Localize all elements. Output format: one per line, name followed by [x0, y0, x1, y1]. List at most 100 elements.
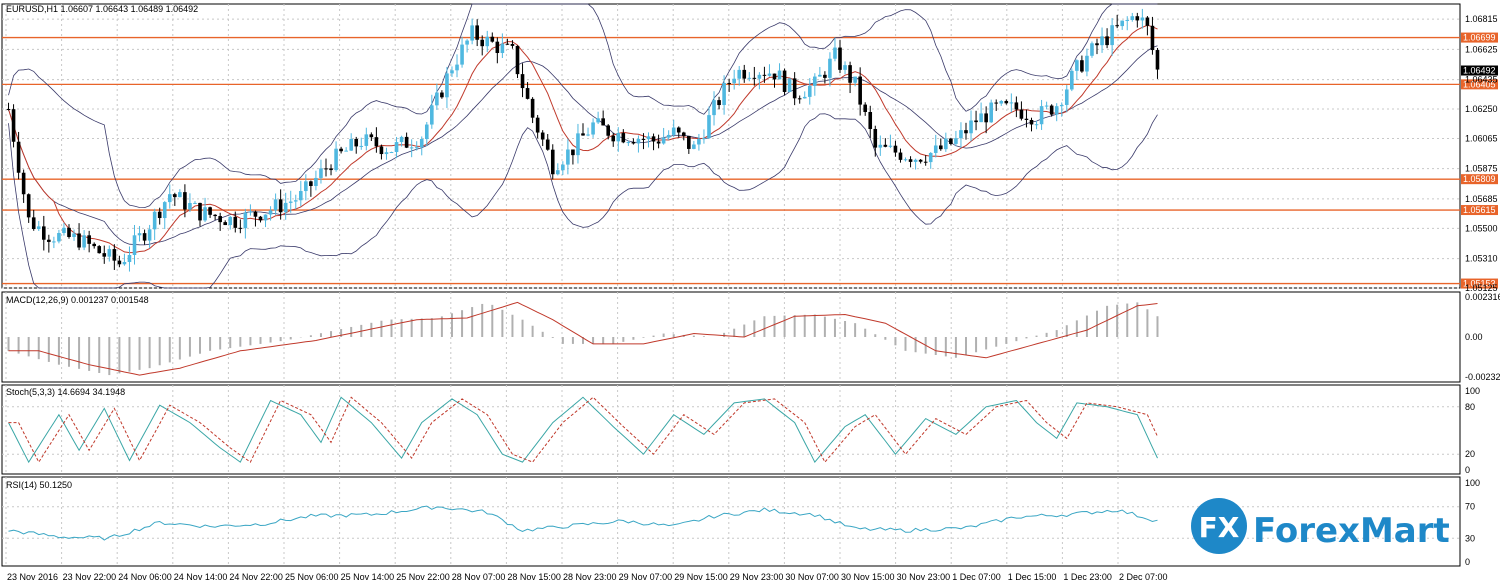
pane-frame: [1, 476, 1461, 567]
candle-body: [465, 40, 469, 45]
candle-body: [787, 78, 792, 92]
candle-body: [616, 133, 621, 142]
candle-body: [112, 249, 117, 261]
candle-body: [581, 133, 585, 136]
candle-body: [1095, 43, 1099, 46]
candle-body: [1014, 102, 1019, 110]
candle-body: [233, 216, 238, 228]
x-tick-label: 28 Nov 23:00: [563, 572, 617, 582]
current-price-label: 1.06492: [1463, 66, 1496, 76]
candle-body: [157, 211, 162, 219]
candle-body: [258, 216, 263, 221]
candle-body: [142, 233, 147, 241]
candle-body: [1019, 109, 1024, 119]
candle-body: [636, 138, 641, 144]
candle-body: [923, 161, 928, 163]
candle-body: [762, 74, 767, 76]
candle-body: [586, 134, 590, 136]
x-tick-label: 30 Nov 15:00: [841, 572, 895, 582]
candle-body: [460, 44, 464, 65]
candle-body: [334, 148, 338, 171]
x-tick-label: 29 Nov 23:00: [730, 572, 784, 582]
candle-body: [253, 211, 258, 217]
candle-body: [213, 214, 217, 217]
candle-body: [767, 73, 772, 76]
price-tick-label: 1.06250: [1465, 104, 1498, 114]
candle-body: [828, 58, 832, 78]
price-tick-label: 1.06065: [1465, 133, 1498, 143]
candle-body: [838, 47, 842, 70]
stoch-tick-label: 0: [1465, 465, 1470, 475]
candle-body: [500, 43, 505, 54]
candle-body: [268, 210, 273, 215]
candle-body: [485, 36, 490, 47]
candle-body: [1155, 50, 1160, 70]
candle-body: [727, 82, 731, 84]
candle-body: [319, 168, 323, 178]
candle-body: [933, 145, 938, 153]
candle-body: [238, 227, 243, 229]
candle-body: [1039, 106, 1044, 125]
rsi-tick-label: 100: [1465, 478, 1480, 488]
candle-body: [530, 98, 535, 118]
candle-body: [823, 74, 827, 78]
candle-body: [893, 145, 898, 153]
candle-body: [561, 164, 565, 171]
candle-body: [656, 141, 661, 144]
candle-body: [57, 233, 61, 242]
candle-body: [853, 76, 857, 83]
candle-body: [152, 211, 157, 230]
candle-body: [304, 181, 308, 192]
pane-frame: [1, 384, 1461, 475]
candle-body: [666, 134, 671, 138]
axes: 23 Nov 2016 23 Nov 22:00 24 Nov 06:00 24 No…: [7, 14, 1500, 582]
candle-body: [1029, 119, 1034, 125]
candle-body: [1135, 16, 1140, 21]
level-tag-label: 1.05153: [1463, 279, 1496, 289]
candle-body: [712, 100, 716, 116]
candle-body: [883, 144, 888, 147]
candle-body: [440, 92, 444, 98]
candle-body: [807, 85, 812, 97]
level-tag: [1461, 79, 1498, 90]
candle-body: [455, 64, 459, 71]
candle-body: [41, 226, 46, 240]
symbol-header: EURUSD,H1 1.06607 1.06643 1.06489 1.0649…: [6, 4, 198, 14]
candle-body: [535, 117, 540, 133]
candle-body: [424, 124, 429, 140]
candle-body: [87, 235, 91, 244]
level-tag-label: 1.06405: [1463, 79, 1496, 89]
candle-body: [394, 142, 399, 153]
candle-body: [671, 127, 676, 135]
candle-body: [1059, 104, 1064, 107]
candle-body: [1054, 106, 1059, 115]
macd-tick-label: 0.00: [1465, 332, 1483, 342]
candle-body: [404, 136, 409, 148]
candle-body: [167, 194, 172, 203]
candle-body: [757, 74, 762, 79]
candle-body: [848, 65, 852, 83]
candle-body: [107, 249, 112, 257]
candle-body: [1024, 118, 1029, 120]
candle-body: [430, 105, 434, 125]
candle-body: [717, 100, 721, 106]
candle-body: [193, 202, 197, 204]
level-tag-label: 1.05809: [1463, 174, 1496, 184]
x-tick-label: 23 Nov 2016: [7, 572, 58, 582]
candle-body: [540, 132, 545, 140]
candle-body: [379, 146, 384, 155]
candle-body: [697, 138, 701, 145]
candle-body: [329, 168, 333, 171]
rsi-pane: [8, 505, 1158, 541]
x-tick-label: 29 Nov 07:00: [619, 572, 673, 582]
candle-body: [520, 74, 525, 89]
candle-body: [339, 148, 343, 152]
candle-body: [11, 109, 16, 142]
candle-body: [36, 226, 41, 230]
candle-body: [737, 69, 742, 79]
candle-body: [974, 120, 978, 123]
candle-body: [556, 170, 560, 175]
x-tick-label: 30 Nov 07:00: [785, 572, 839, 582]
candle-body: [344, 150, 348, 152]
